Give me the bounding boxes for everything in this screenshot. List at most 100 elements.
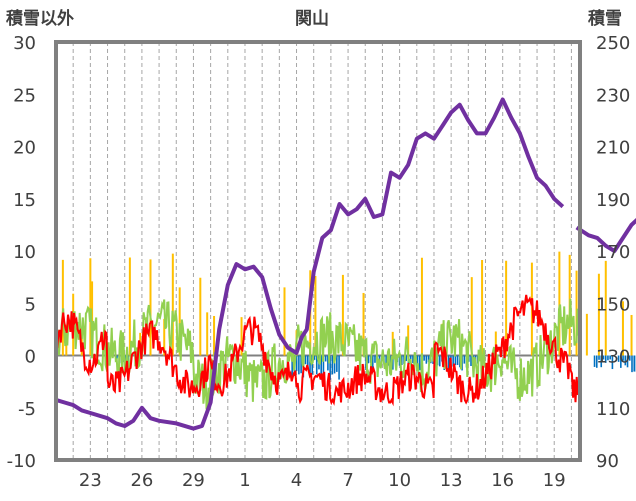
snowfall-bar xyxy=(322,355,325,378)
snowfall-bar xyxy=(320,355,323,380)
snowfall-bar xyxy=(307,355,309,368)
right-tick-label: 90 xyxy=(596,451,619,472)
red-series-line xyxy=(55,294,581,407)
right-axis-ticks: 250 230 210 190 170 150 130 110 90 xyxy=(596,33,630,472)
snowfall-bar xyxy=(327,355,329,371)
snowfall-bar xyxy=(454,355,457,366)
right-tick-label: 150 xyxy=(596,294,630,315)
snowfall-bar xyxy=(425,355,428,364)
snowfall-bar xyxy=(338,355,340,380)
snowfall-bar xyxy=(300,355,302,374)
snowfall-bar xyxy=(604,355,607,363)
left-tick-label: -5 xyxy=(18,399,36,420)
snowfall-bar xyxy=(416,355,419,367)
left-tick-label: 15 xyxy=(13,190,36,211)
x-tick-label: 4 xyxy=(291,470,302,491)
right-tick-label: 170 xyxy=(596,242,630,263)
snowfall-bar xyxy=(331,355,334,375)
x-tick-label: 23 xyxy=(79,470,102,491)
right-tick-label: 210 xyxy=(596,138,630,159)
snowfall-bar xyxy=(371,355,374,370)
synthetic-series xyxy=(55,251,636,410)
snowfall-bar xyxy=(622,355,624,361)
snowfall-bar xyxy=(324,355,327,362)
snowfall-bar xyxy=(470,355,472,366)
snowfall-bar xyxy=(389,355,392,368)
left-tick-label: -10 xyxy=(7,451,36,472)
left-tick-label: 25 xyxy=(13,85,36,106)
x-tick-label: 29 xyxy=(182,470,205,491)
snowfall-bar xyxy=(452,355,454,367)
x-tick-label: 1 xyxy=(239,470,250,491)
vertical-gridlines xyxy=(72,42,572,460)
snowfall-bar xyxy=(595,355,598,368)
snowfall-bar xyxy=(593,355,596,367)
snowfall-bar xyxy=(617,355,620,362)
snowfall-bar xyxy=(418,355,421,371)
left-tick-label: 0 xyxy=(25,347,36,368)
snowfall-bar xyxy=(367,355,370,364)
snowfall-bar xyxy=(447,355,450,370)
x-tick-label: 19 xyxy=(543,470,566,491)
snowfall-bar xyxy=(313,355,316,360)
snowfall-bar xyxy=(602,355,605,360)
snowfall-bar xyxy=(624,355,627,366)
right-tick-label: 110 xyxy=(596,399,630,420)
snowfall-bar xyxy=(438,355,441,367)
right-tick-label: 130 xyxy=(596,347,630,368)
x-axis-ticks: 23 26 29 1 4 7 10 13 16 19 xyxy=(79,470,566,491)
snowfall-bar xyxy=(298,355,300,375)
snowfall-bar xyxy=(609,355,611,360)
snowfall-bar xyxy=(631,355,633,373)
snowfall-bar xyxy=(628,355,631,361)
left-tick-label: 5 xyxy=(25,294,36,315)
snowfall-bar xyxy=(333,355,336,374)
right-axis-label: 積雪 xyxy=(588,8,622,29)
snowfall-bar xyxy=(405,355,408,362)
snowfall-bar xyxy=(304,355,307,365)
snowfall-bar xyxy=(407,355,410,371)
snowfall-bar xyxy=(463,355,466,364)
left-axis-label: 積雪以外 xyxy=(6,8,74,29)
x-tick-label: 10 xyxy=(388,470,411,491)
chart-title: 関山 xyxy=(295,9,329,29)
snowfall-bar xyxy=(620,355,622,368)
right-tick-label: 190 xyxy=(596,190,630,211)
snowfall-bar xyxy=(309,355,311,375)
snow-depth-line xyxy=(575,218,636,253)
snowfall-bar xyxy=(295,355,298,372)
snowfall-bar xyxy=(427,355,430,363)
plot-frame xyxy=(54,40,582,462)
snowfall-bar xyxy=(374,355,376,363)
snowfall-bar xyxy=(336,355,338,372)
left-tick-label: 10 xyxy=(13,242,36,263)
snowfall-bar xyxy=(116,355,118,359)
snowfall-bar xyxy=(626,355,629,368)
left-axis-ticks: 30 25 20 15 10 5 0 -5 -10 xyxy=(7,33,36,472)
snow-depth-series xyxy=(55,97,636,431)
right-tick-label: 250 xyxy=(596,33,630,54)
snowfall-bar xyxy=(311,355,314,375)
snowfall-bar xyxy=(600,355,603,368)
x-tick-label: 26 xyxy=(130,470,153,491)
snowfall-bar xyxy=(598,355,600,360)
snowfall-bar xyxy=(315,355,318,375)
snowfall-bar xyxy=(607,355,609,361)
snowfall-bar xyxy=(409,355,412,360)
left-tick-label: 20 xyxy=(13,138,36,159)
snowfall-bar xyxy=(423,355,425,361)
snowfall-bar xyxy=(400,355,403,366)
x-tick-label: 7 xyxy=(342,470,353,491)
snowfall-bar xyxy=(329,355,331,380)
left-tick-label: 30 xyxy=(13,33,36,54)
x-tick-label: 16 xyxy=(491,470,514,491)
snowfall-bar xyxy=(456,355,459,365)
snowfall-bar xyxy=(412,355,414,364)
snowfall-bar xyxy=(392,355,394,370)
snowfall-bar xyxy=(611,355,614,370)
right-tick-label: 230 xyxy=(596,85,630,106)
snowfall-bar xyxy=(633,355,636,372)
snow-depth-line xyxy=(55,97,565,431)
x-tick-label: 13 xyxy=(440,470,463,491)
